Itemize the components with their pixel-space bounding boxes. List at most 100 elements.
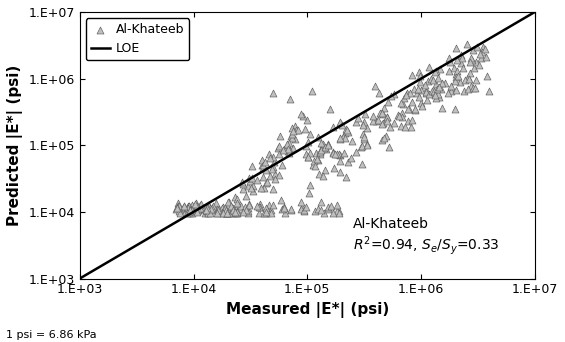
Al-Khateeb [465,76,474,82]
Al-Khateeb [407,124,416,130]
Al-Khateeb [429,88,438,94]
Al-Khateeb [200,210,209,216]
Al-Khateeb [174,204,183,210]
Al-Khateeb [179,203,188,209]
Al-Khateeb [266,207,275,213]
Al-Khateeb [332,152,341,157]
Al-Khateeb [466,70,475,76]
Al-Khateeb [245,178,254,184]
Al-Khateeb [195,202,205,207]
Al-Khateeb [213,210,222,216]
Al-Khateeb [374,91,383,96]
Al-Khateeb [320,168,329,173]
Al-Khateeb [257,185,266,190]
Al-Khateeb [344,159,353,165]
Al-Khateeb [190,205,199,210]
Al-Khateeb [247,163,256,168]
Al-Khateeb [428,77,437,82]
Al-Khateeb [202,208,211,213]
Al-Khateeb [319,173,328,179]
Al-Khateeb [285,150,294,156]
Al-Khateeb [201,206,210,211]
Al-Khateeb [175,208,184,213]
Al-Khateeb [315,172,324,177]
Al-Khateeb [404,119,413,124]
Al-Khateeb [338,135,347,140]
Al-Khateeb [302,204,311,210]
Al-Khateeb [314,158,323,163]
Al-Khateeb [222,207,231,212]
Al-Khateeb [451,71,460,77]
Al-Khateeb [408,100,417,105]
Al-Khateeb [445,60,454,65]
Al-Khateeb [305,190,314,196]
Al-Khateeb [262,210,271,215]
Al-Khateeb [192,200,201,206]
Al-Khateeb [383,114,392,119]
Al-Khateeb [316,148,325,154]
Al-Khateeb [467,55,476,61]
Al-Khateeb [341,174,350,180]
Al-Khateeb [336,170,345,175]
Al-Khateeb [186,208,195,213]
Al-Khateeb [298,114,307,119]
Al-Khateeb [206,210,215,216]
Al-Khateeb [329,125,338,130]
Al-Khateeb [265,152,274,157]
Al-Khateeb [271,176,280,182]
Al-Khateeb [281,210,290,216]
Al-Khateeb [326,203,335,208]
Al-Khateeb [378,111,387,117]
Al-Khateeb [258,162,267,168]
Al-Khateeb [485,89,494,94]
Al-Khateeb [428,88,437,93]
Al-Khateeb [369,119,378,124]
Al-Khateeb [286,208,295,213]
Al-Khateeb [191,201,200,207]
Al-Khateeb [270,159,279,165]
Al-Khateeb [471,77,480,83]
Al-Khateeb [437,86,446,92]
Al-Khateeb [268,166,277,171]
Al-Khateeb [421,89,431,94]
Al-Khateeb [260,210,269,215]
Al-Khateeb [197,204,206,210]
Al-Khateeb [224,199,233,205]
Al-Khateeb [242,193,251,199]
Al-Khateeb [184,206,193,211]
Al-Khateeb [456,79,465,85]
Al-Khateeb [334,209,344,214]
Al-Khateeb [186,206,195,212]
Al-Khateeb [229,207,238,212]
Al-Khateeb [457,55,466,60]
Al-Khateeb [255,204,264,210]
Al-Khateeb [397,123,406,129]
Al-Khateeb [328,210,337,216]
Al-Khateeb [208,205,217,210]
Al-Khateeb [457,61,466,66]
Al-Khateeb [221,208,231,213]
Al-Khateeb [209,207,218,213]
Al-Khateeb [305,131,314,136]
Al-Khateeb [329,149,338,155]
Al-Khateeb [232,210,241,216]
Al-Khateeb [297,204,306,210]
Al-Khateeb [232,200,241,206]
Al-Khateeb [321,146,330,152]
Al-Khateeb [228,210,237,216]
Al-Khateeb [410,107,419,113]
Al-Khateeb [377,137,386,143]
Al-Khateeb [360,111,370,117]
Al-Khateeb [313,156,322,162]
Al-Khateeb [397,110,406,116]
Al-Khateeb [231,209,240,215]
Al-Khateeb [405,91,414,96]
Al-Khateeb [227,203,236,208]
Al-Khateeb [377,110,386,116]
Al-Khateeb [457,52,466,58]
Al-Khateeb [184,203,193,209]
Al-Khateeb [282,142,291,148]
Al-Khateeb [197,201,206,207]
Al-Khateeb [268,154,277,159]
Al-Khateeb [336,119,345,125]
